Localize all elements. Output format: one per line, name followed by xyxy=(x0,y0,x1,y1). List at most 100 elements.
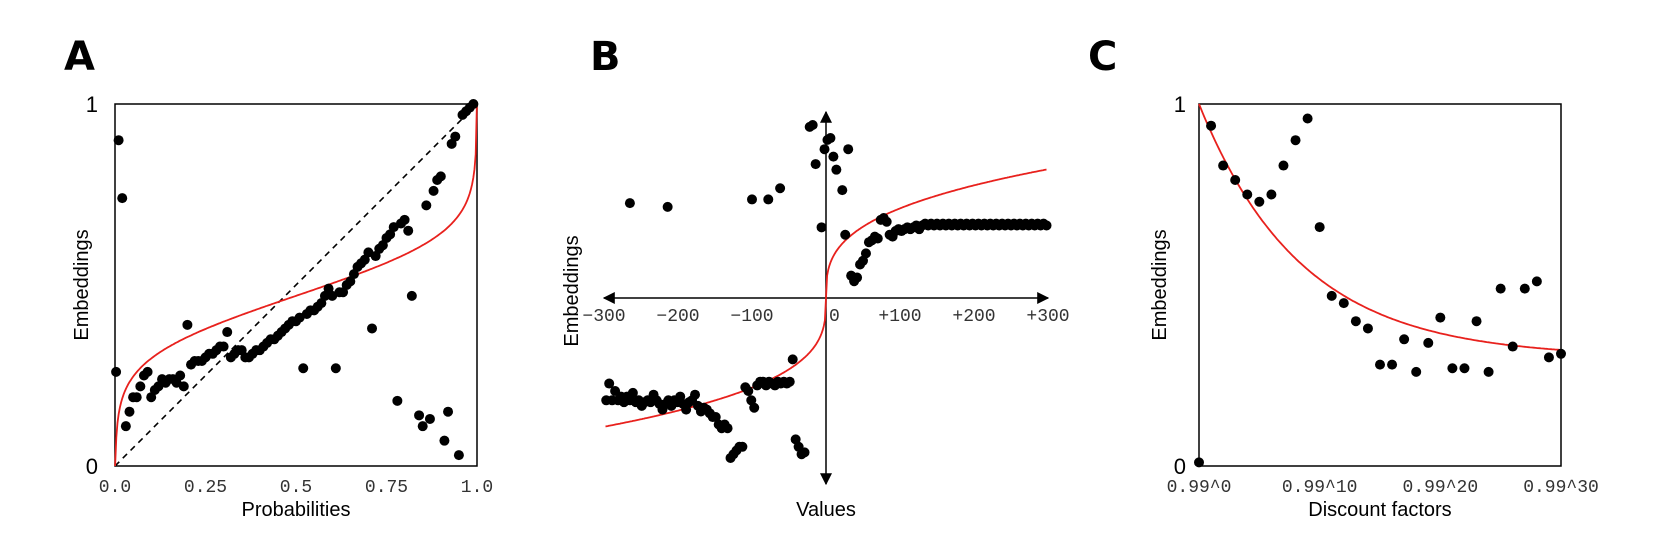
panel-c-point xyxy=(1495,283,1506,294)
panel-a-point xyxy=(428,185,439,196)
panel-a-xtick-label: 1.0 xyxy=(461,478,493,498)
panel-c-point xyxy=(1531,276,1542,287)
panel-a-point xyxy=(414,410,425,421)
panel-a-xtick-label: 0.25 xyxy=(184,478,227,498)
xlabel-c: Discount factors xyxy=(1308,499,1451,521)
panel-c-xtick-label: 0.99^30 xyxy=(1523,478,1599,498)
ylabel-c: Embeddings xyxy=(1149,229,1171,340)
panel-b-point xyxy=(852,272,863,283)
panel-c-xtick-label: 0.99^20 xyxy=(1403,478,1479,498)
panel-b-point xyxy=(807,120,818,131)
panel-c: C 1 0 0.99^0 0.99^10 0.99^20 0.99^30 Discou… xyxy=(1088,34,1599,521)
panel-a-point xyxy=(468,99,479,109)
panel-b-point xyxy=(837,185,848,196)
panel-a-point xyxy=(443,406,454,417)
panel-a-xtick-label: 0.75 xyxy=(365,478,408,498)
panel-b-point xyxy=(690,389,701,400)
ylabel-b: Embeddings xyxy=(561,235,583,346)
panel-a-point xyxy=(439,435,450,446)
panel-a-point xyxy=(421,200,432,211)
panel-b-point xyxy=(722,423,733,434)
panel-c-point xyxy=(1483,366,1494,377)
panel-c-point xyxy=(1459,363,1470,374)
points-b xyxy=(601,120,1052,463)
panel-c-point xyxy=(1556,348,1566,359)
panel-c-point xyxy=(1266,189,1277,200)
panel-a-point xyxy=(417,421,428,432)
panel-a-point xyxy=(142,366,153,377)
panel-letter-a: A xyxy=(64,34,95,80)
panel-b-point xyxy=(747,194,757,205)
panel-c-point xyxy=(1278,160,1289,171)
panel-letter-c: C xyxy=(1088,34,1117,80)
panel-a-point xyxy=(135,381,146,392)
xlabel-a: Probabilities xyxy=(242,499,351,521)
panel-b-point xyxy=(810,159,821,170)
fit-curve-b xyxy=(605,168,1047,428)
panel-c-point xyxy=(1242,189,1253,200)
panel-a-point xyxy=(403,225,414,236)
panel-c-point xyxy=(1194,457,1204,468)
panel-c-point xyxy=(1411,366,1422,377)
panel-b-point xyxy=(775,183,786,194)
xlabel-b: Values xyxy=(796,499,856,521)
panel-b-point xyxy=(787,354,798,365)
panel-c-point xyxy=(1350,316,1361,327)
plot-frame-a xyxy=(114,103,478,467)
panel-b-point xyxy=(831,164,842,175)
panel-a-point xyxy=(298,363,309,374)
panel-b-point xyxy=(749,402,760,413)
panel-b-point xyxy=(662,201,673,212)
panel-a-point xyxy=(175,370,186,381)
panel-c-point xyxy=(1338,298,1349,309)
panel-b-point xyxy=(840,229,851,240)
panel-b-point xyxy=(872,233,883,244)
panel-c-point xyxy=(1399,334,1410,345)
panel-c-xtick-label: 0.99^0 xyxy=(1167,478,1232,498)
panel-c-point xyxy=(1362,323,1373,334)
panel-b-point xyxy=(624,198,635,209)
panel-b-point xyxy=(743,386,754,396)
panel-b-point xyxy=(843,144,854,155)
panel-c-point xyxy=(1543,352,1554,363)
ytick-top-c: 1 xyxy=(1174,92,1186,117)
panel-a-point xyxy=(406,290,417,301)
panel-b-point xyxy=(763,194,774,205)
panel-a-point xyxy=(453,450,464,461)
panel-b-xtick-label: +100 xyxy=(878,307,921,327)
panel-c-point xyxy=(1302,113,1313,124)
panel-b-xtick-label: +300 xyxy=(1026,307,1069,327)
panel-b-point xyxy=(819,144,830,155)
panel-c-point xyxy=(1387,359,1398,370)
panel-b-point xyxy=(799,447,810,458)
panel-c-point xyxy=(1519,283,1530,294)
panel-b-point xyxy=(784,376,795,387)
panel-a-point xyxy=(222,327,233,338)
panel-a-point xyxy=(182,319,193,330)
panel-a-point xyxy=(435,171,446,182)
panel-c-point xyxy=(1314,222,1325,233)
panel-a-point xyxy=(330,363,341,374)
panel-b-point xyxy=(828,151,839,162)
panel-a-point xyxy=(111,366,122,377)
panel-a-point xyxy=(124,406,135,417)
panel-c-point xyxy=(1206,120,1217,131)
panel-b-xtick-label: +200 xyxy=(952,307,995,327)
fit-curve-a xyxy=(114,103,478,467)
panel-b-xtick-label: −100 xyxy=(730,307,773,327)
panel-b-xtick-label: 0 xyxy=(829,307,840,327)
panel-b-point xyxy=(881,216,892,227)
plot-frame-c xyxy=(1198,103,1562,467)
panel-a-point xyxy=(450,131,461,142)
ylabel-a: Embeddings xyxy=(71,229,93,340)
panel-a-point xyxy=(399,214,410,225)
panel-a-point xyxy=(131,392,142,403)
panel-a-point xyxy=(178,381,189,392)
panel-a-xtick-label: 0.0 xyxy=(99,478,131,498)
panel-b-point xyxy=(604,378,615,389)
panel-a: A 1 0 0.0 0.25 0.5 0.75 1.0 Probabilities Em… xyxy=(64,34,493,521)
fit-curve-c xyxy=(1198,103,1562,351)
panel-letter-b: B xyxy=(590,34,621,80)
panel-c-point xyxy=(1435,312,1446,323)
